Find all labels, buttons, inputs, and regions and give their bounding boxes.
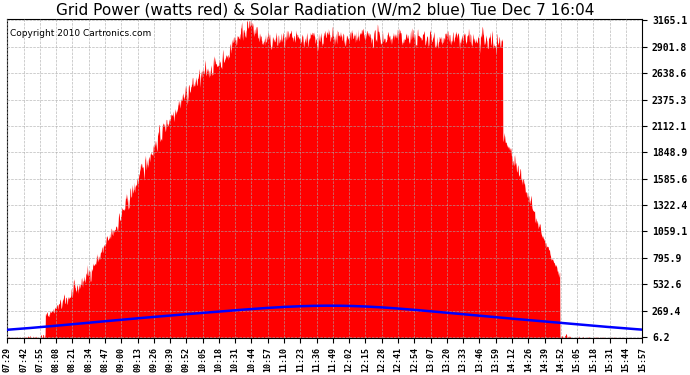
Text: Copyright 2010 Cartronics.com: Copyright 2010 Cartronics.com xyxy=(10,28,152,38)
Title: Grid Power (watts red) & Solar Radiation (W/m2 blue) Tue Dec 7 16:04: Grid Power (watts red) & Solar Radiation… xyxy=(56,3,594,18)
